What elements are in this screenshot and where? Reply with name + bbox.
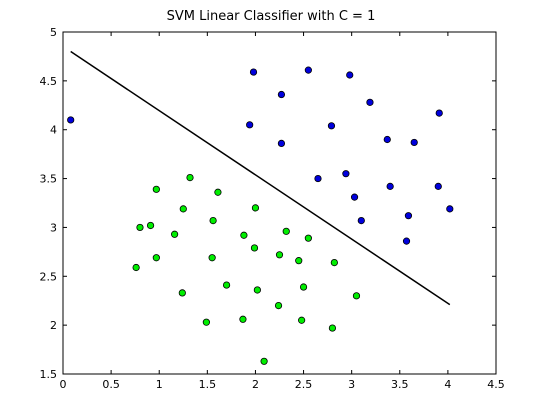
blue-data-point [314,174,322,183]
blue-data-point [383,135,391,144]
decision-boundary-layer [70,50,451,306]
green-data-point [208,254,216,262]
x-tick-label: 2 [252,378,259,391]
blue-data-point [435,109,443,117]
blue-data-point [386,182,394,190]
x-tick-label: 4.5 [487,378,505,391]
green-data-point [253,286,261,294]
green-data-point [179,205,187,213]
blue-data-point [342,170,350,178]
axes-frame [62,31,497,375]
blue-data-point [277,90,286,99]
green-data-point [260,357,268,365]
y-tick-label: 4.5 [40,75,58,88]
blue-data-point [304,66,312,74]
blue-data-point [67,116,75,124]
y-tick-label: 2.5 [40,270,58,283]
green-data-point [328,324,337,332]
green-data-point [295,257,303,265]
blue-data-point [357,216,365,225]
green-data-point [222,281,231,289]
blue-data-point [402,237,411,245]
green-data-point [209,216,217,225]
y-tick-label: 4 [50,124,57,137]
green-data-point [299,283,308,291]
green-data-point [214,188,222,196]
y-tick-label: 3 [50,221,57,234]
x-tick-label: 2.5 [295,378,313,391]
green-data-point [132,263,140,272]
x-tick-label: 1 [156,378,163,391]
blue-data-point [277,139,286,147]
y-tick-label: 2 [50,319,57,332]
blue-data-point [446,205,454,213]
y-axis: 1.5 2 2.5 3 3.5 4 4.5 5 [40,26,496,381]
green-data-point [136,223,144,232]
blue-data-point [434,182,442,190]
green-data-point [152,185,160,193]
chart-title: SVM Linear Classifier with C = 1 [167,9,376,24]
green-data-point [304,234,312,242]
blue-data-point [346,71,354,79]
plot-area: 0 0.5 1 1.5 2 2.5 3 3.5 4 4.5 1.5 2 2.5 3 3.5 4 4.5 5 [40,26,505,391]
x-tick-label: 0 [60,378,67,391]
blue-data-point [404,212,413,220]
y-tick-label: 5 [50,26,57,39]
blue-data-point [366,98,374,106]
y-tick-label: 3.5 [40,173,58,186]
data-points-layer [67,66,454,365]
green-data-point [240,231,248,239]
green-data-point [275,251,284,259]
x-tick-label: 3.5 [391,378,409,391]
green-data-point [251,204,260,212]
x-tick-label: 4 [444,378,451,391]
x-axis: 0 0.5 1 1.5 2 2.5 3 3.5 4 4.5 [60,32,505,391]
green-data-point [146,221,155,230]
green-data-point [178,289,186,297]
green-data-point [298,316,306,324]
green-data-point [202,318,210,326]
blue-data-point [249,68,258,76]
green-data-point [352,292,361,300]
x-tick-label: 0.5 [102,378,120,391]
decision-boundary-line [70,50,451,306]
green-data-point [239,315,247,323]
green-data-point [282,227,290,235]
green-data-point [250,244,259,252]
green-data-point [186,173,194,182]
y-tick-label: 1.5 [40,368,58,381]
green-data-point [330,259,338,267]
green-data-point [152,254,160,262]
x-tick-label: 1.5 [199,378,217,391]
blue-data-point [350,193,359,201]
green-data-point [274,301,283,310]
blue-data-point [410,138,418,147]
blue-data-point [327,122,336,130]
blue-data-point [246,121,254,129]
x-tick-label: 3 [348,378,355,391]
green-data-point [171,230,179,238]
